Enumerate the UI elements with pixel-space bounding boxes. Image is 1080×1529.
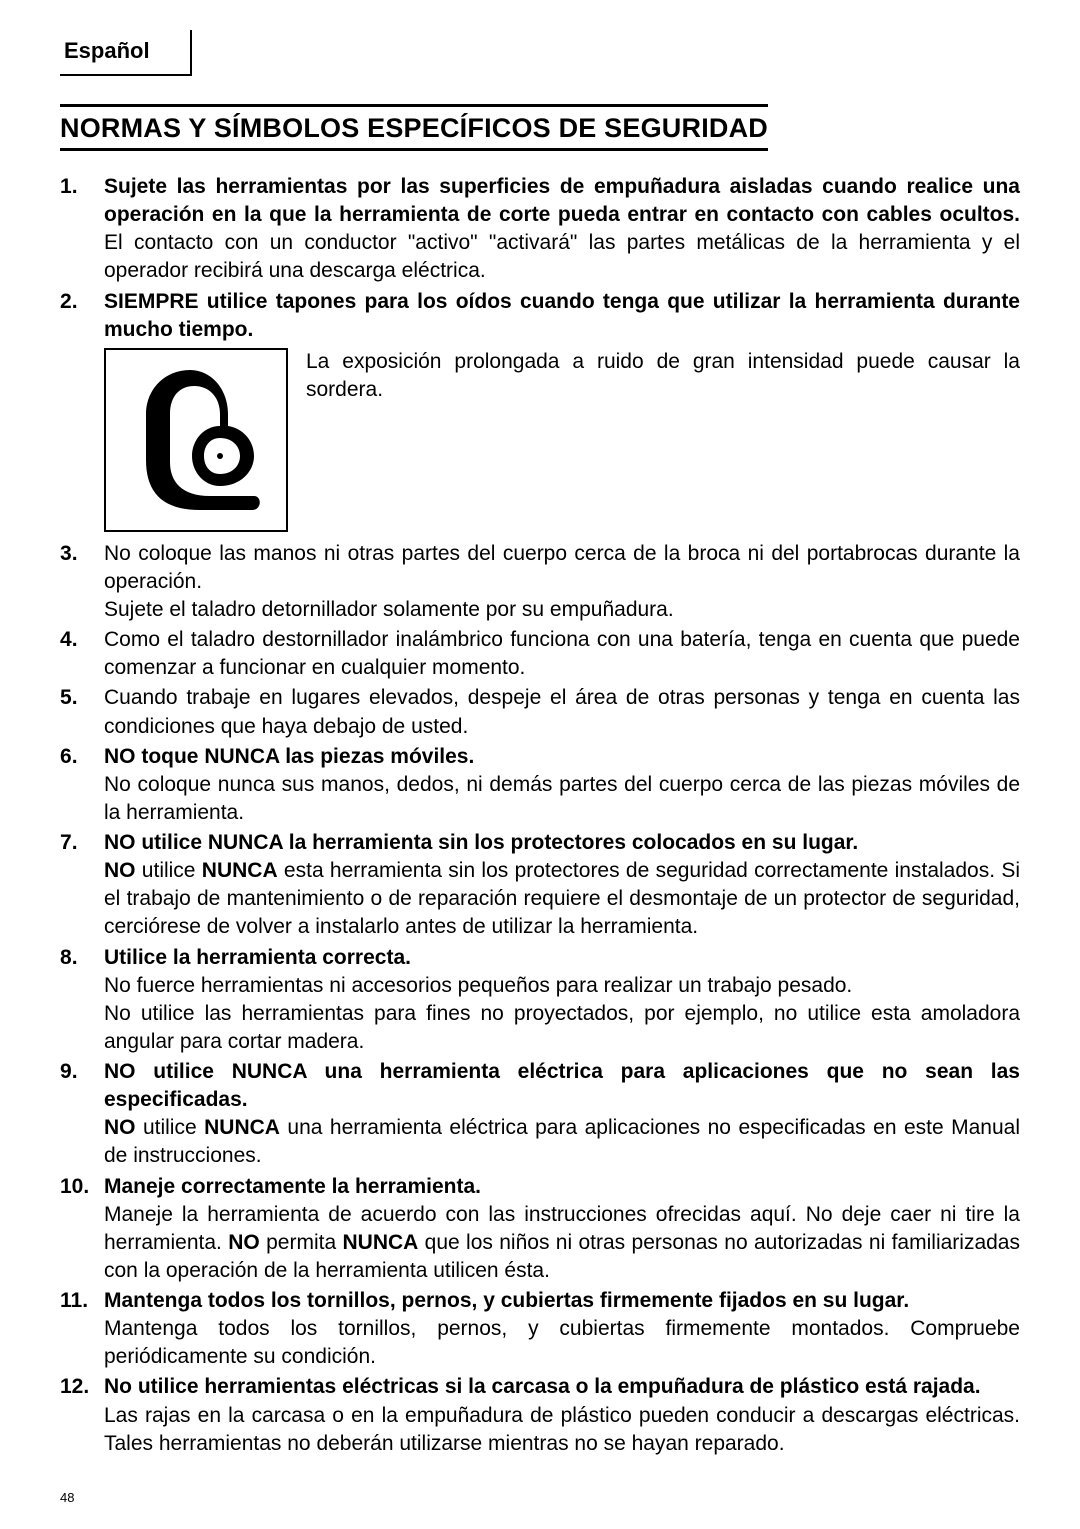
item-text: permita bbox=[260, 1231, 343, 1254]
item-text: Sujete el taladro detornillador solament… bbox=[104, 598, 674, 621]
item-bold: Utilice la herramienta correcta. bbox=[104, 946, 411, 969]
list-item: Como el taladro destornillador inalámbri… bbox=[60, 626, 1020, 682]
list-item: NO utilice NUNCA la herramienta sin los … bbox=[60, 829, 1020, 942]
item-bold: NO bbox=[104, 859, 136, 882]
list-item: SIEMPRE utilice tapones para los oídos c… bbox=[60, 288, 1020, 344]
item-text: Mantenga todos los tornillos, pernos, y … bbox=[104, 1317, 1020, 1368]
list-item: Mantenga todos los tornillos, pernos, y … bbox=[60, 1287, 1020, 1371]
item-text: El contacto con un conductor "activo" "a… bbox=[104, 231, 1020, 282]
item-bold: NO bbox=[104, 1116, 136, 1139]
page-title: NORMAS Y SÍMBOLOS ESPECÍFICOS DE SEGURID… bbox=[60, 113, 768, 144]
item-text: No coloque nunca sus manos, dedos, ni de… bbox=[104, 773, 1020, 824]
hearing-protection-icon bbox=[104, 348, 288, 532]
language-tab: Español bbox=[60, 30, 192, 76]
item-bold: SIEMPRE utilice tapones para los oídos c… bbox=[104, 290, 1020, 341]
item-bold: NO bbox=[228, 1231, 260, 1254]
list-item: NO utilice NUNCA una herramienta eléctri… bbox=[60, 1058, 1020, 1171]
item-text: No coloque las manos ni otras partes del… bbox=[104, 542, 1020, 593]
item-text: No fuerce herramientas ni accesorios peq… bbox=[104, 974, 852, 997]
item-text: Cuando trabaje en lugares elevados, desp… bbox=[104, 686, 1020, 737]
item-text: utilice bbox=[136, 859, 202, 882]
list-item: Sujete las herramientas por las superfic… bbox=[60, 173, 1020, 286]
safety-list: Sujete las herramientas por las superfic… bbox=[60, 173, 1020, 344]
item-bold: Maneje correctamente la herramienta. bbox=[104, 1175, 481, 1198]
hearing-protection-row: La exposición prolongada a ruido de gran… bbox=[104, 348, 1020, 532]
item-text: Como el taladro destornillador inalámbri… bbox=[104, 628, 1020, 679]
hearing-caption: La exposición prolongada a ruido de gran… bbox=[306, 348, 1020, 404]
item-text: Las rajas en la carcasa o en la empuñadu… bbox=[104, 1404, 1020, 1455]
item-bold: NUNCA bbox=[204, 1116, 280, 1139]
item-bold: NO utilice NUNCA una herramienta eléctri… bbox=[104, 1060, 1020, 1111]
title-rule: NORMAS Y SÍMBOLOS ESPECÍFICOS DE SEGURID… bbox=[60, 104, 768, 151]
list-item: NO toque NUNCA las piezas móviles. No co… bbox=[60, 743, 1020, 827]
safety-list-cont: No coloque las manos ni otras partes del… bbox=[60, 540, 1020, 1458]
page-number: 48 bbox=[60, 1490, 74, 1505]
item-bold: Sujete las herramientas por las superfic… bbox=[104, 175, 1020, 226]
item-bold: NO utilice NUNCA la herramienta sin los … bbox=[104, 831, 858, 854]
list-item: Utilice la herramienta correcta. No fuer… bbox=[60, 944, 1020, 1057]
item-text: utilice bbox=[136, 1116, 205, 1139]
list-item: Cuando trabaje en lugares elevados, desp… bbox=[60, 684, 1020, 740]
list-item: No utilice herramientas eléctricas si la… bbox=[60, 1373, 1020, 1457]
list-item: No coloque las manos ni otras partes del… bbox=[60, 540, 1020, 624]
item-bold: Mantenga todos los tornillos, pernos, y … bbox=[104, 1289, 909, 1312]
item-bold: No utilice herramientas eléctricas si la… bbox=[104, 1375, 981, 1398]
item-text: No utilice las herramientas para fines n… bbox=[104, 1002, 1020, 1053]
item-bold: NUNCA bbox=[342, 1231, 418, 1254]
item-bold: NUNCA bbox=[202, 859, 278, 882]
item-bold: NO toque NUNCA las piezas móviles. bbox=[104, 745, 474, 768]
list-item: Maneje correctamente la herramienta. Man… bbox=[60, 1173, 1020, 1286]
